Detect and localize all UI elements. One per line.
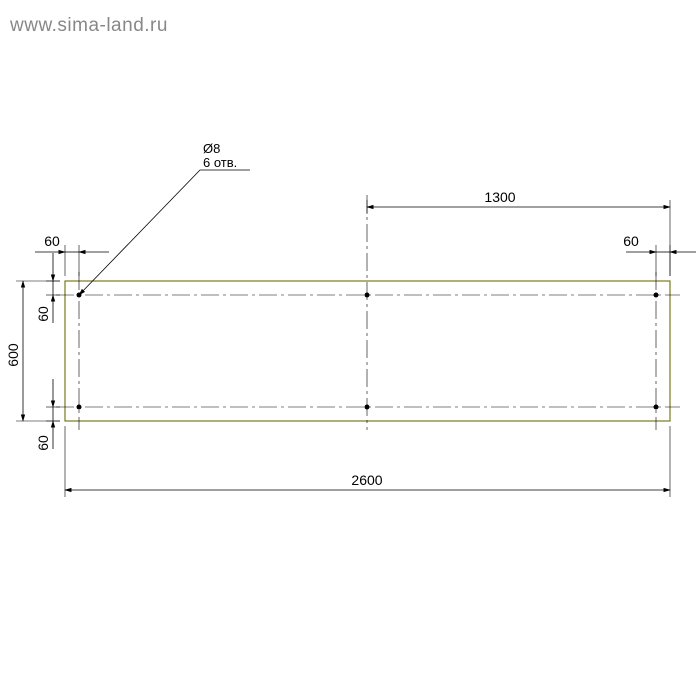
svg-text:60: 60 bbox=[35, 306, 51, 322]
hole-4 bbox=[77, 405, 82, 410]
hole-3 bbox=[654, 293, 659, 298]
svg-text:60: 60 bbox=[623, 233, 639, 249]
svg-text:60: 60 bbox=[35, 435, 51, 451]
hole-2 bbox=[365, 293, 370, 298]
hole-5 bbox=[365, 405, 370, 410]
hole-callout-line1: Ø8 bbox=[203, 141, 220, 156]
panel-outline bbox=[65, 281, 670, 421]
dim-60-top-left: 60 bbox=[35, 233, 109, 276]
hole-callout-line2: 6 отв. bbox=[203, 155, 237, 170]
hole-callout: Ø8 6 отв. bbox=[79, 141, 250, 295]
dim-60-left-top: 60 bbox=[35, 253, 60, 323]
dim-2600: 2600 bbox=[65, 426, 670, 497]
dim-600: 600 bbox=[5, 281, 60, 421]
svg-text:1300: 1300 bbox=[484, 189, 515, 205]
technical-drawing: Ø8 6 отв. 1300 60 60 600 bbox=[0, 0, 700, 700]
hole-6 bbox=[654, 405, 659, 410]
svg-text:2600: 2600 bbox=[351, 472, 382, 488]
svg-text:600: 600 bbox=[5, 343, 21, 367]
dim-60-left-bottom: 60 bbox=[35, 379, 60, 451]
svg-text:60: 60 bbox=[44, 233, 60, 249]
dim-60-top-right: 60 bbox=[623, 233, 696, 276]
